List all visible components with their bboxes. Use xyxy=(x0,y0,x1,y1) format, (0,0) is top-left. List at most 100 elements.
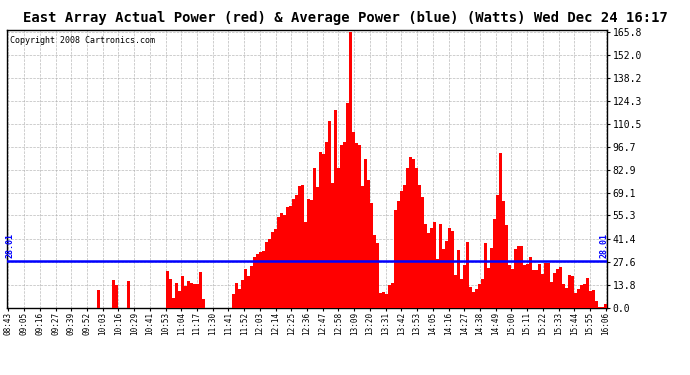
Bar xyxy=(427,233,430,308)
Bar xyxy=(364,159,367,308)
Bar xyxy=(385,294,388,308)
Bar xyxy=(175,283,178,308)
Bar xyxy=(277,217,280,308)
Bar xyxy=(325,142,328,308)
Bar xyxy=(454,275,457,308)
Bar xyxy=(373,235,376,308)
Bar xyxy=(562,284,565,308)
Bar xyxy=(580,285,583,308)
Bar xyxy=(532,270,535,308)
Bar xyxy=(568,274,571,308)
Bar xyxy=(439,225,442,308)
Bar xyxy=(337,168,340,308)
Bar xyxy=(409,158,412,308)
Bar xyxy=(304,222,307,308)
Bar xyxy=(514,249,518,308)
Bar xyxy=(298,186,301,308)
Bar xyxy=(559,267,562,308)
Bar xyxy=(553,273,556,308)
Bar xyxy=(274,229,277,308)
Bar xyxy=(379,293,382,308)
Bar xyxy=(334,110,337,308)
Bar xyxy=(436,259,439,308)
Bar xyxy=(391,283,394,308)
Bar xyxy=(412,159,415,308)
Bar xyxy=(382,292,385,308)
Bar xyxy=(541,274,544,308)
Bar xyxy=(256,254,259,308)
Bar xyxy=(343,142,346,308)
Bar xyxy=(433,222,436,308)
Bar xyxy=(244,270,247,308)
Bar xyxy=(367,180,370,308)
Bar xyxy=(181,276,184,308)
Bar xyxy=(166,271,169,308)
Bar xyxy=(589,291,592,308)
Bar xyxy=(469,287,472,308)
Bar xyxy=(574,292,578,308)
Bar xyxy=(565,288,568,308)
Bar xyxy=(484,243,487,308)
Bar xyxy=(196,284,199,308)
Bar xyxy=(187,281,190,308)
Bar xyxy=(460,279,463,308)
Bar xyxy=(472,292,475,308)
Bar xyxy=(307,200,310,308)
Bar xyxy=(448,228,451,308)
Bar xyxy=(289,206,292,308)
Bar xyxy=(355,142,358,308)
Bar xyxy=(424,224,427,308)
Bar xyxy=(331,183,334,308)
Bar xyxy=(394,210,397,308)
Bar xyxy=(190,283,193,308)
Bar xyxy=(271,232,274,308)
Bar xyxy=(578,289,580,308)
Text: Copyright 2008 Cartronics.com: Copyright 2008 Cartronics.com xyxy=(10,36,155,45)
Bar xyxy=(97,290,100,308)
Bar xyxy=(376,243,379,308)
Bar xyxy=(286,207,289,308)
Bar xyxy=(322,153,325,308)
Bar xyxy=(340,146,343,308)
Bar xyxy=(238,290,241,308)
Bar xyxy=(523,265,526,308)
Bar xyxy=(172,298,175,307)
Bar xyxy=(481,279,484,308)
Bar xyxy=(418,186,421,308)
Bar xyxy=(490,248,493,308)
Bar xyxy=(316,187,319,308)
Bar xyxy=(493,219,496,308)
Bar xyxy=(112,280,115,308)
Bar xyxy=(352,132,355,308)
Bar xyxy=(262,251,265,308)
Bar xyxy=(535,270,538,308)
Bar xyxy=(253,257,256,307)
Bar xyxy=(301,185,304,308)
Bar xyxy=(550,282,553,308)
Bar xyxy=(442,249,445,308)
Bar xyxy=(604,304,607,307)
Bar xyxy=(520,246,523,308)
Bar xyxy=(511,269,514,308)
Bar xyxy=(508,264,511,308)
Bar xyxy=(475,289,478,308)
Bar xyxy=(583,284,586,308)
Bar xyxy=(505,225,508,308)
Bar xyxy=(457,250,460,308)
Bar xyxy=(319,152,322,308)
Bar xyxy=(313,168,316,308)
Bar xyxy=(361,186,364,308)
Bar xyxy=(235,284,238,308)
Bar xyxy=(202,299,205,307)
Bar xyxy=(247,276,250,308)
Bar xyxy=(595,301,598,307)
Bar xyxy=(403,185,406,308)
Bar xyxy=(518,246,520,308)
Bar xyxy=(556,269,559,308)
Bar xyxy=(346,103,349,308)
Bar xyxy=(178,291,181,308)
Bar xyxy=(169,279,172,308)
Bar xyxy=(586,278,589,308)
Text: East Array Actual Power (red) & Average Power (blue) (Watts) Wed Dec 24 16:17: East Array Actual Power (red) & Average … xyxy=(23,11,667,25)
Bar xyxy=(280,213,283,308)
